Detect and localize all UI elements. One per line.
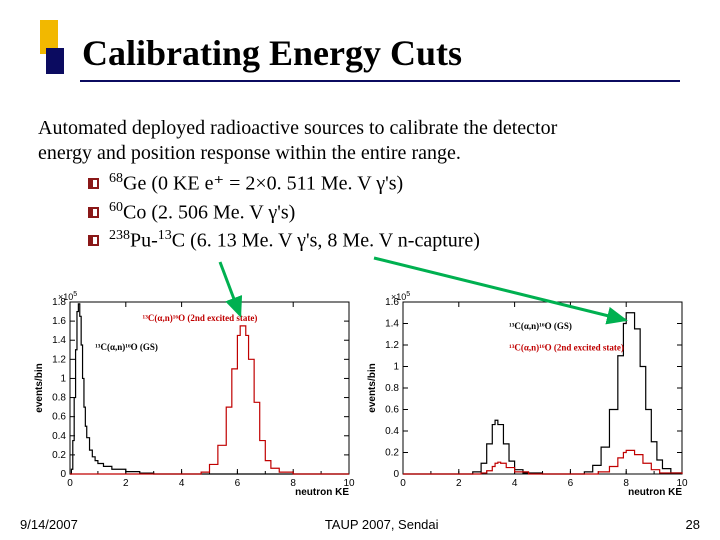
svg-text:6: 6 — [235, 478, 241, 489]
title-accent-block — [40, 20, 58, 74]
bullet-icon — [88, 235, 99, 246]
bullet-item-pu238: 238Pu-13C (6. 13 Me. V γ's, 8 Me. V n-ca… — [88, 227, 678, 254]
title-underline — [80, 80, 680, 82]
bullet-icon — [88, 178, 99, 189]
svg-text:0: 0 — [60, 469, 66, 480]
svg-text:neutron KE: neutron KE — [295, 487, 349, 498]
svg-text:2: 2 — [123, 478, 129, 489]
svg-text:¹³C(α,n)¹⁶O (2nd excited state: ¹³C(α,n)¹⁶O (2nd excited state) — [509, 342, 624, 352]
svg-text:0: 0 — [400, 478, 406, 489]
svg-text:6: 6 — [568, 478, 574, 489]
paragraph-line-1: Automated deployed radioactive sources t… — [38, 116, 678, 141]
svg-text:0.6: 0.6 — [52, 412, 66, 423]
svg-text:0.4: 0.4 — [52, 431, 66, 442]
svg-text:events/bin: events/bin — [367, 363, 378, 412]
svg-text:1.4: 1.4 — [52, 335, 66, 346]
svg-text:¹³C(α,n)¹⁶O (GS): ¹³C(α,n)¹⁶O (GS) — [95, 342, 158, 352]
svg-text:¹³C(α,n)¹⁶O (GS): ¹³C(α,n)¹⁶O (GS) — [509, 321, 572, 331]
svg-text:×105: ×105 — [58, 291, 77, 302]
svg-text:0.2: 0.2 — [52, 450, 66, 461]
svg-text:1: 1 — [393, 362, 399, 373]
svg-text:1.2: 1.2 — [52, 354, 66, 365]
svg-text:×105: ×105 — [391, 291, 410, 302]
chart-right: 024681000.20.40.60.811.21.41.6×105events… — [363, 288, 690, 498]
svg-text:4: 4 — [179, 478, 185, 489]
svg-text:events/bin: events/bin — [34, 363, 45, 412]
svg-text:0.6: 0.6 — [385, 405, 399, 416]
footer-date: 9/14/2007 — [20, 517, 78, 532]
footer: 9/14/2007 TAUP 2007, Sendai 28 — [0, 517, 720, 532]
svg-text:4: 4 — [512, 478, 518, 489]
svg-text:2: 2 — [456, 478, 462, 489]
svg-text:1.4: 1.4 — [385, 319, 399, 330]
svg-text:0.2: 0.2 — [385, 448, 399, 459]
svg-text:1.6: 1.6 — [52, 316, 66, 327]
svg-text:¹³C(α,n)¹⁶O (2nd excited state: ¹³C(α,n)¹⁶O (2nd excited state) — [143, 313, 258, 323]
svg-text:1: 1 — [60, 373, 66, 384]
footer-center: TAUP 2007, Sendai — [325, 517, 439, 532]
chart-left: 024681000.20.40.60.811.21.41.61.8×105eve… — [30, 288, 357, 498]
svg-text:0.4: 0.4 — [385, 426, 399, 437]
bullet-list: 68Ge (0 KE e⁺ = 2×0. 511 Me. V γ's) 60Co… — [88, 170, 678, 254]
svg-text:neutron KE: neutron KE — [628, 487, 682, 498]
svg-text:1.2: 1.2 — [385, 340, 399, 351]
svg-text:0.8: 0.8 — [385, 383, 399, 394]
bullet-item-co60: 60Co (2. 506 Me. V γ's) — [88, 199, 678, 226]
title-bar: Calibrating Energy Cuts — [40, 20, 462, 74]
body-text: Automated deployed radioactive sources t… — [38, 116, 678, 254]
svg-text:0.8: 0.8 — [52, 393, 66, 404]
svg-text:0: 0 — [67, 478, 73, 489]
charts-row: 024681000.20.40.60.811.21.41.61.8×105eve… — [30, 288, 690, 498]
slide-title: Calibrating Energy Cuts — [82, 32, 462, 74]
bullet-item-ge68: 68Ge (0 KE e⁺ = 2×0. 511 Me. V γ's) — [88, 170, 678, 197]
bullet-icon — [88, 207, 99, 218]
svg-text:0: 0 — [393, 469, 399, 480]
footer-page: 28 — [686, 517, 700, 532]
paragraph-line-2: energy and position response within the … — [38, 141, 678, 166]
